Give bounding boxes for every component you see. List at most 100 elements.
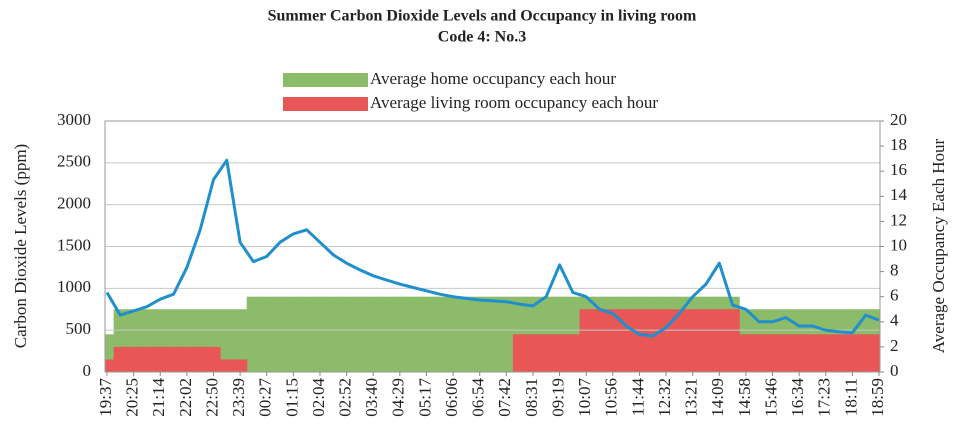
area-column bbox=[326, 296, 341, 372]
x-tick-label: 00:27 bbox=[256, 378, 275, 417]
area-column bbox=[672, 309, 687, 372]
legend-swatch bbox=[283, 97, 368, 111]
area-column bbox=[313, 296, 328, 372]
y2-tick-label: 20 bbox=[890, 110, 907, 129]
x-tick-label: 08:31 bbox=[522, 378, 541, 417]
y2-tick-label: 10 bbox=[890, 235, 907, 254]
x-tick-label: 02:04 bbox=[309, 378, 328, 417]
area-column bbox=[872, 334, 880, 372]
area-column bbox=[220, 359, 234, 372]
legend-label: Average home occupancy each hour bbox=[370, 69, 616, 88]
x-tick-label: 18:11 bbox=[841, 378, 860, 416]
x-tick-label: 22:50 bbox=[202, 378, 221, 417]
area-column bbox=[725, 309, 740, 372]
chart-subtitle: Code 4: No.3 bbox=[438, 29, 526, 46]
area-column bbox=[406, 296, 421, 372]
area-column bbox=[739, 334, 754, 372]
plot-border bbox=[104, 120, 881, 373]
area-column bbox=[459, 296, 474, 372]
x-tick-label: 15:46 bbox=[761, 378, 780, 417]
y-tick-label: 0 bbox=[83, 361, 92, 380]
area-column bbox=[845, 334, 860, 372]
area-column bbox=[699, 309, 714, 372]
x-tick-label: 23:39 bbox=[229, 378, 248, 417]
x-tick-label: 05:17 bbox=[415, 378, 434, 417]
x-tick-label: 20:25 bbox=[123, 378, 142, 417]
area-column bbox=[233, 309, 248, 372]
area-column bbox=[446, 296, 461, 372]
area-column bbox=[646, 309, 660, 372]
legend-label: Average living room occupancy each hour bbox=[370, 93, 658, 112]
area-column bbox=[859, 334, 873, 372]
x-tick-label: 06:54 bbox=[469, 378, 488, 417]
area-column bbox=[105, 359, 115, 372]
area-column bbox=[819, 334, 833, 372]
area-column bbox=[765, 334, 780, 372]
y2-tick-label: 16 bbox=[890, 160, 907, 179]
area-column bbox=[632, 309, 647, 372]
chart-title: Summer Carbon Dioxide Levels and Occupan… bbox=[268, 8, 697, 25]
area-column bbox=[433, 296, 447, 372]
x-tick-label: 12:32 bbox=[655, 378, 674, 417]
area-column bbox=[592, 309, 607, 372]
x-tick-label: 06:06 bbox=[442, 378, 461, 417]
area-column bbox=[113, 346, 128, 372]
area-column bbox=[792, 334, 807, 372]
area-column bbox=[539, 334, 554, 372]
x-tick-label: 22:02 bbox=[176, 378, 195, 417]
y2-tick-label: 8 bbox=[890, 261, 899, 280]
area-column bbox=[180, 346, 195, 372]
y2-tick-label: 0 bbox=[890, 361, 899, 380]
y2-tick-label: 14 bbox=[890, 185, 908, 204]
y2-tick-label: 2 bbox=[890, 336, 899, 355]
area-column bbox=[286, 296, 301, 372]
x-tick-label: 14:58 bbox=[735, 378, 754, 417]
area-column bbox=[366, 296, 381, 372]
area-column bbox=[206, 346, 221, 372]
x-tick-label: 07:42 bbox=[495, 378, 514, 417]
area-column bbox=[260, 296, 274, 372]
area-column bbox=[805, 334, 820, 372]
x-tick-label: 11:44 bbox=[628, 378, 647, 417]
x-tick-label: 10:56 bbox=[602, 378, 621, 417]
area-column bbox=[140, 346, 155, 372]
area-column bbox=[606, 309, 620, 372]
area-column bbox=[752, 334, 767, 372]
x-tick-label: 21:14 bbox=[149, 378, 168, 417]
x-tick-label: 09:19 bbox=[548, 378, 567, 417]
y2-tick-label: 6 bbox=[890, 286, 899, 305]
x-tick-label: 04:29 bbox=[389, 378, 408, 417]
legend-swatch bbox=[283, 73, 368, 87]
area-column bbox=[220, 309, 234, 372]
area-column bbox=[779, 334, 793, 372]
y2-tick-label: 12 bbox=[890, 210, 907, 229]
y-tick-label: 1000 bbox=[57, 277, 91, 296]
area-column bbox=[126, 346, 141, 372]
area-column bbox=[193, 346, 208, 372]
x-tick-label: 19:37 bbox=[96, 378, 115, 417]
area-column bbox=[712, 309, 727, 372]
area-column bbox=[273, 296, 288, 372]
area-column bbox=[233, 359, 248, 372]
area-column bbox=[353, 296, 368, 372]
x-tick-label: 14:09 bbox=[708, 378, 727, 417]
area-column bbox=[566, 334, 581, 372]
area-column bbox=[393, 296, 407, 372]
area-column bbox=[526, 334, 541, 372]
x-tick-label: 16:34 bbox=[788, 378, 807, 417]
area-column bbox=[686, 309, 700, 372]
area-column bbox=[619, 309, 634, 372]
area-column bbox=[379, 296, 394, 372]
y2-axis-title: Average Occupancy Each Hour bbox=[929, 138, 948, 353]
area-column bbox=[659, 309, 674, 372]
x-tick-label: 02:52 bbox=[335, 378, 354, 417]
y-axis-title: Carbon Dioxide Levels (ppm) bbox=[11, 144, 30, 348]
y-tick-label: 2000 bbox=[57, 194, 91, 213]
area-column bbox=[300, 296, 314, 372]
area-column bbox=[486, 296, 501, 372]
x-tick-label: 13:21 bbox=[682, 378, 701, 417]
area-column bbox=[419, 296, 434, 372]
y-tick-label: 500 bbox=[66, 319, 92, 338]
area-column bbox=[246, 296, 261, 372]
